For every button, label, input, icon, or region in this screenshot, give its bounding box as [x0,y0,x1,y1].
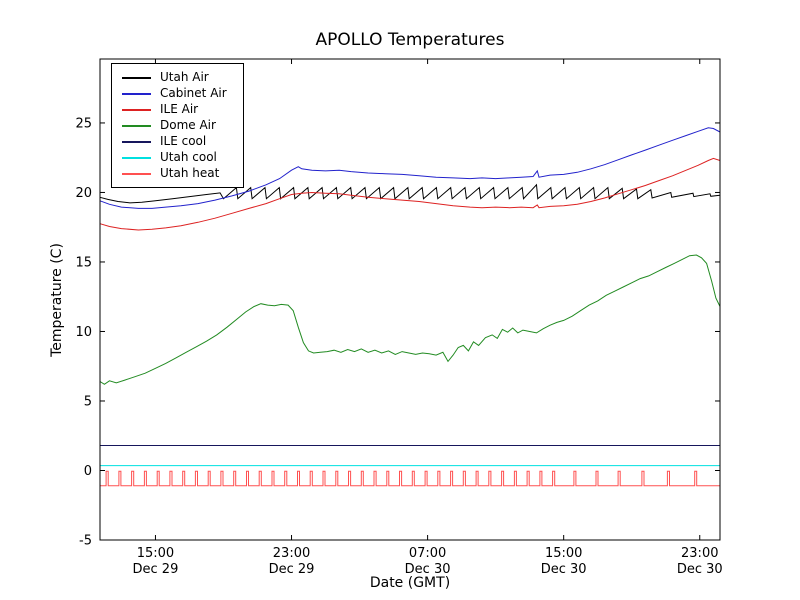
legend-label: ILE Air [160,102,199,116]
y-tick-label: 20 [75,186,92,201]
y-tick-label: 10 [75,325,92,340]
legend-item-utah-heat: Utah heat [122,167,227,180]
series-line-ile-air [99,157,721,231]
x-tick-label: 15:00 [545,546,582,561]
legend-item-ile-air: ILE Air [122,103,227,116]
legend-label: Utah cool [160,150,217,164]
x-tick-label: Dec 29 [269,562,315,577]
series-line-cabinet-air [99,127,721,209]
legend-label: Utah heat [160,166,220,180]
legend-item-dome-air: Dome Air [122,119,227,132]
series-line-utah-air [99,183,721,204]
x-tick-label: Dec 29 [133,562,179,577]
x-axis-label: Date (GMT) [369,575,451,591]
cabinet-air-line-swatch [122,92,151,95]
series-line-utah-heat [100,470,720,487]
legend-item-utah-air: Utah Air [122,71,227,84]
x-tick-label: Dec 30 [541,562,587,577]
x-tick-label: 07:00 [409,546,446,561]
y-tick-label: 0 [84,464,92,479]
legend-label: Dome Air [160,118,216,132]
x-tick-label: 23:00 [681,546,718,561]
ile-air-line-swatch [122,108,151,111]
legend-item-ile-cool: ILE cool [122,135,227,148]
dome-air-line-swatch [122,124,151,127]
series-line-dome-air [99,254,721,385]
y-tick-label: 15 [75,255,92,270]
legend-item-cabinet-air: Cabinet Air [122,87,227,100]
x-tick-label: 23:00 [273,546,310,561]
legend-item-utah-cool: Utah cool [122,151,227,164]
utah-heat-line-swatch [122,172,151,175]
plot-frame [99,58,721,541]
chart-title: APOLLO Temperatures [315,30,505,50]
legend-label: Cabinet Air [160,86,227,100]
legend-label: Utah Air [160,70,209,84]
x-tick-label: Dec 30 [677,562,723,577]
legend: Utah Air Cabinet Air ILE Air Dome Air IL… [111,63,244,188]
utah-air-line-swatch [122,76,151,79]
y-tick-label: 5 [84,394,92,409]
x-tick-label: 15:00 [137,546,174,561]
ile-cool-line-swatch [122,140,151,143]
y-tick-label: 25 [75,116,92,131]
utah-cool-line-swatch [122,156,151,159]
x-tick-label: Dec 30 [405,562,451,577]
legend-label: ILE cool [160,134,207,148]
y-tick-label: -5 [79,534,92,549]
